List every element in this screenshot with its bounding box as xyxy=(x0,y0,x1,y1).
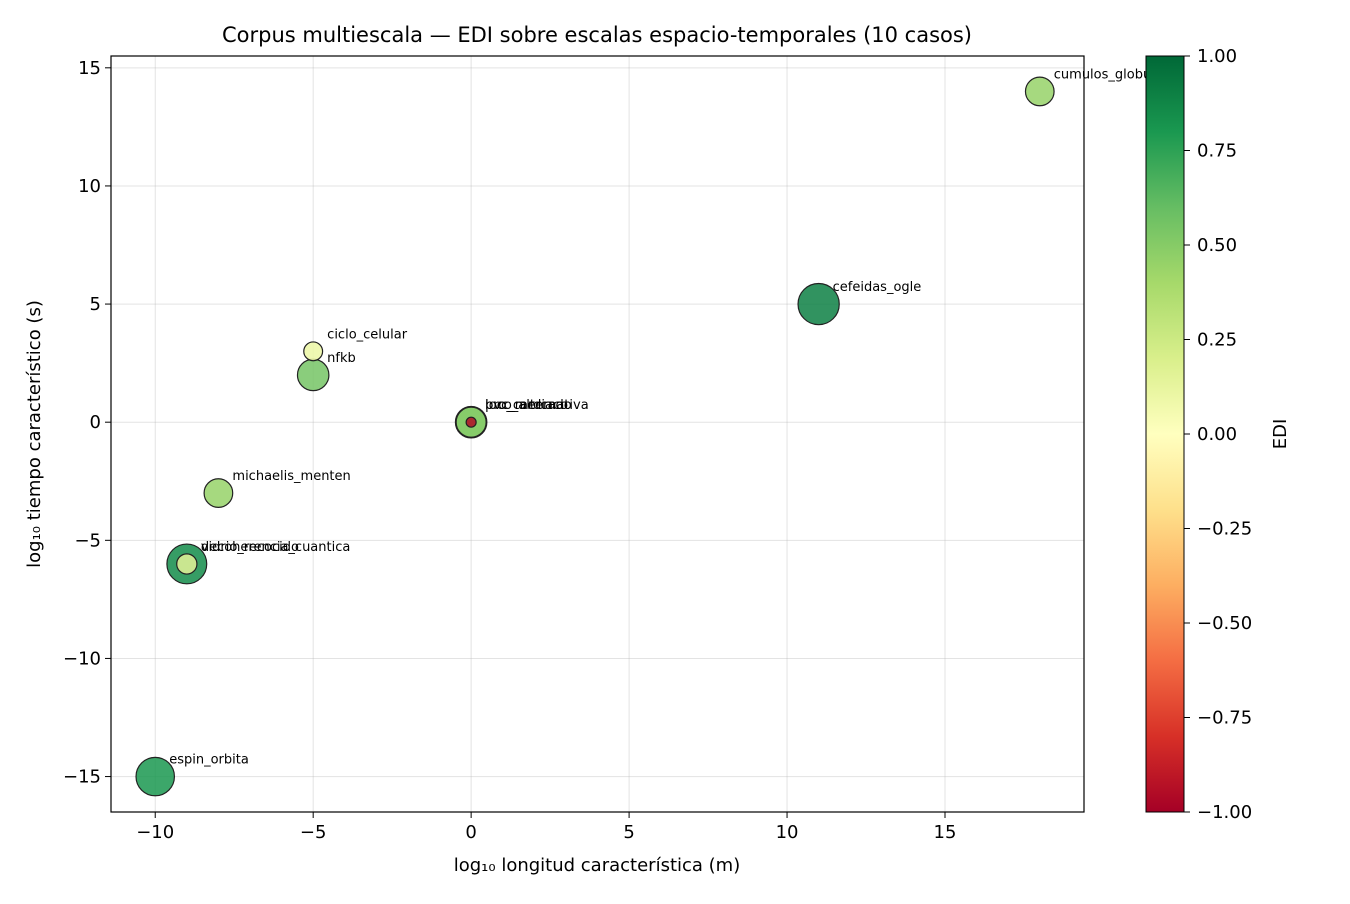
point-label: espin_orbita xyxy=(169,753,249,768)
point-label: loco_alternativa xyxy=(485,398,589,413)
colorbar-tick-label: −1.00 xyxy=(1197,802,1252,823)
x-tick-label: −5 xyxy=(300,822,327,843)
point-espin_orbita xyxy=(135,756,176,797)
colorbar-tick-label: −0.75 xyxy=(1197,708,1252,729)
y-tick-label: 5 xyxy=(90,294,101,315)
colorbar-ticks: 1.00 0.75 0.50 0.25 0.00 −0.25 −0.50 −0.75 −1.00 xyxy=(1184,46,1252,823)
x-tick-label: −10 xyxy=(136,822,174,843)
point-label: vidrio_recocido xyxy=(201,540,299,555)
point-loco_alternativa xyxy=(465,416,477,428)
x-axis-label: log₁₀ longitud característica (m) xyxy=(454,855,741,876)
y-tick-label: −15 xyxy=(63,767,101,788)
point-cumulos_globulares xyxy=(1024,76,1055,107)
colorbar-tick-label: 0.25 xyxy=(1197,330,1237,351)
y-tick-label: 15 xyxy=(78,58,101,79)
colorbar-tick-label: 0.75 xyxy=(1197,141,1237,162)
point-label: ciclo_celular xyxy=(327,327,408,342)
point-label: decoherencia_cuantica xyxy=(201,540,351,555)
chart-title: Corpus multiescala — EDI sobre escalas e… xyxy=(222,23,972,47)
point-label: nfkb xyxy=(327,351,356,366)
point-label: pro_cardiaco xyxy=(485,398,568,413)
x-axis-ticks: −10 −5 0 5 10 15 xyxy=(136,812,956,843)
point-label: cefeidas_ogle xyxy=(833,280,922,295)
colorbar-tick-label: 1.00 xyxy=(1197,46,1237,67)
point-annotations: cumulos_globularescefeidas_ogleciclo_cel… xyxy=(169,67,1183,767)
y-tick-label: −5 xyxy=(74,530,101,551)
data-points xyxy=(135,76,1055,797)
point-cefeidas_ogle xyxy=(797,282,840,326)
colorbar-label: EDI xyxy=(1270,419,1291,450)
y-tick-label: 10 xyxy=(78,176,101,197)
point-label: michaelis_menten xyxy=(232,469,350,484)
colorbar-tick-label: −0.25 xyxy=(1197,519,1252,540)
colorbar xyxy=(1145,55,1185,813)
point-label: bvc_mercado xyxy=(485,398,572,413)
colorbar-tick-label: 0.00 xyxy=(1197,424,1237,445)
x-tick-label: 10 xyxy=(776,822,799,843)
point-ciclo_celular xyxy=(303,341,324,362)
x-tick-label: 5 xyxy=(623,822,634,843)
point-vidrio_recocido xyxy=(176,553,198,575)
y-tick-label: 0 xyxy=(90,412,101,433)
colorbar-tick-label: −0.50 xyxy=(1197,613,1252,634)
y-tick-label: −10 xyxy=(63,648,101,669)
x-tick-label: 15 xyxy=(934,822,957,843)
y-axis-ticks: −15 −10 −5 0 5 10 15 xyxy=(63,58,111,788)
grid xyxy=(111,56,1084,812)
point-michaelis_menten xyxy=(203,478,234,508)
plot-frame xyxy=(110,55,1085,813)
x-tick-label: 0 xyxy=(465,822,476,843)
colorbar-tick-label: 0.50 xyxy=(1197,235,1237,256)
y-axis-label: log₁₀ tiempo característico (s) xyxy=(24,300,45,568)
point-nfkb xyxy=(296,358,330,392)
